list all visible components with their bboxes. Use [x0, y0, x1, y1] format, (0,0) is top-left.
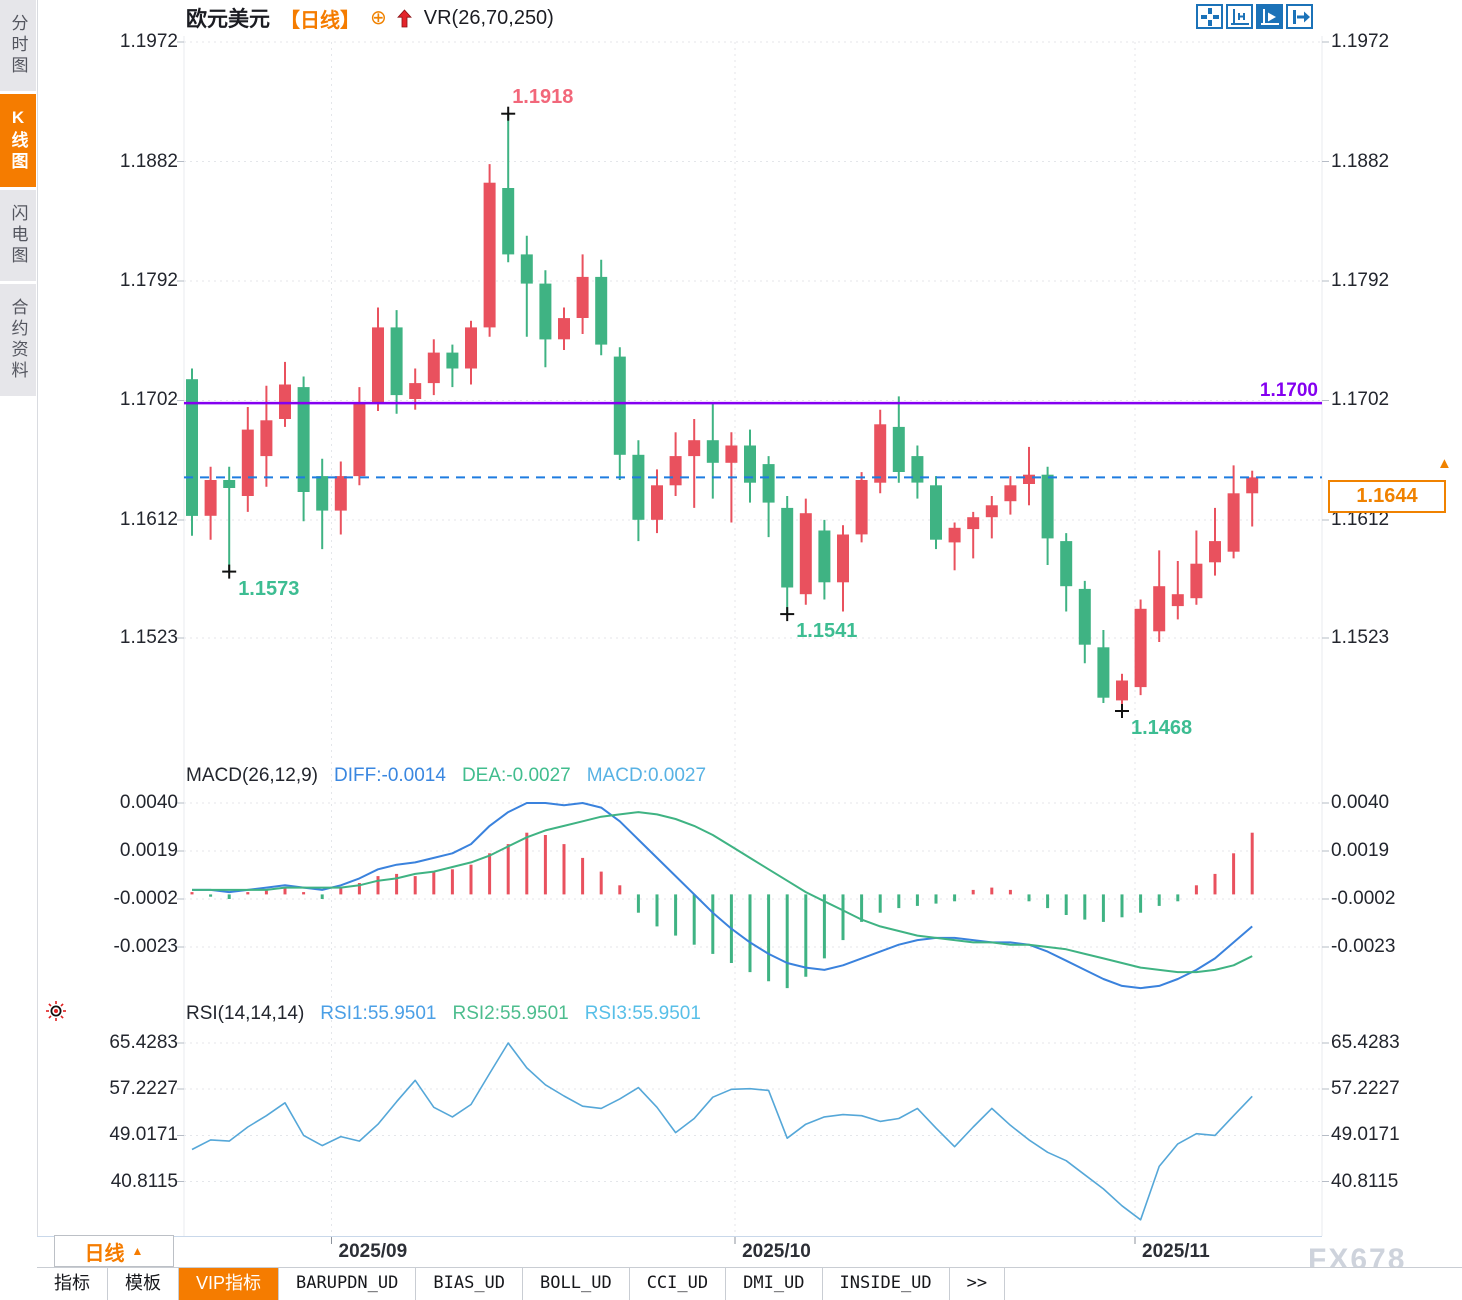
macd-axis-label: 0.0040 [1331, 792, 1390, 813]
price-axis-label: 1.1702 [1331, 389, 1390, 411]
period-selector[interactable]: 日线 ▲ [54, 1235, 174, 1267]
macd-axis-label: -0.0002 [1331, 888, 1396, 909]
red-up-arrow-icon [396, 8, 412, 28]
sidebar-tab-3[interactable]: 闪电图 [0, 190, 36, 281]
macd-hist-value: MACD:0.0027 [586, 765, 707, 786]
macd-axis-label: -0.0023 [113, 936, 178, 957]
price-axis-label: 1.1612 [119, 508, 178, 530]
sidebar-tab-1[interactable]: 分时图 [0, 0, 36, 91]
rsi1-value: RSI1:55.9501 [320, 1003, 437, 1024]
rsi2-value: RSI2:55.9501 [452, 1003, 569, 1024]
x-axis-label: 2025/09 [338, 1241, 408, 1262]
bottom-tab[interactable]: CCI_UD [630, 1268, 727, 1300]
chart-toolbar [1196, 4, 1313, 29]
sidebar: 分时图 K线图 闪电图 合约资料 [0, 0, 38, 1236]
vr-indicator-label: VR(26,70,250) [423, 6, 554, 29]
rsi-axis-label: 49.0171 [109, 1124, 178, 1146]
rsi-axis-label: 40.8115 [110, 1170, 178, 1192]
last-price-tag: 1.1644 [1328, 480, 1446, 513]
macd-dea-line [192, 811, 1253, 974]
indicator-settings-sun-icon[interactable] [45, 1000, 67, 1027]
price-up-arrow-icon: ▲ [1437, 455, 1452, 472]
macd-histogram [190, 832, 1254, 989]
macd-axis-label: -0.0002 [113, 888, 178, 909]
indicator-tab-bar: 指标 模板 VIP指标 BARUPDN_UD BIAS_UD BOLL_UD CCI_UD D… [37, 1267, 1462, 1300]
price-axis-label: 1.1972 [1331, 31, 1390, 52]
sidebar-tab-4[interactable]: 合约资料 [0, 284, 36, 396]
price-axis-label: 1.1882 [119, 150, 178, 172]
axis-play-button[interactable] [1256, 4, 1283, 29]
rsi-axis-label: 57.2227 [1331, 1078, 1400, 1100]
bottom-tab[interactable]: >> [950, 1268, 1006, 1300]
symbol-title: 欧元美元 [186, 8, 270, 31]
rsi-axis-label: 57.2227 [109, 1078, 178, 1100]
rsi3-value: RSI3:55.9501 [584, 1003, 701, 1024]
chart-header: 欧元美元 【日线】 ⊕ VR(26,70,250) [186, 5, 554, 32]
price-axis-label: 1.1792 [1331, 269, 1390, 291]
bottom-tab[interactable]: VIP指标 [179, 1268, 280, 1300]
period-selector-label: 日线 [84, 1242, 125, 1265]
macd-axis-label: 0.0019 [1331, 840, 1390, 861]
price-axis-label: 1.1612 [1331, 508, 1390, 530]
bottom-tab[interactable]: BIAS_UD [416, 1268, 524, 1300]
macd-axis-label: 0.0040 [119, 792, 178, 813]
bottom-tab[interactable]: INSIDE_UD [823, 1268, 950, 1300]
price-axis-label: 1.1702 [119, 389, 178, 411]
macd-axis-label: -0.0023 [1331, 936, 1396, 957]
bottom-tab[interactable]: 指标 [37, 1268, 108, 1300]
triangle-up-icon: ▲ [131, 1244, 144, 1258]
rsi-title: RSI(14,14,14) [186, 1003, 305, 1024]
price-axis-label: 1.1523 [1331, 627, 1390, 648]
rsi-header: RSI(14,14,14) RSI1:55.9501 RSI2:55.9501 … [186, 1003, 701, 1025]
axis-zoom-button[interactable] [1226, 4, 1253, 29]
low-price-annotation: 1.1468 [1131, 717, 1193, 739]
price-axis-label: 1.1792 [119, 269, 178, 291]
rsi-axis-label: 65.4283 [109, 1032, 178, 1053]
price-axis-label: 1.1882 [1331, 150, 1390, 172]
sidebar-tab-2[interactable]: K线图 [0, 94, 36, 187]
price-axis-label: 1.1523 [119, 627, 178, 648]
low-price-annotation: 1.1573 [238, 577, 300, 600]
gridlines [37, 36, 1329, 1244]
rsi-axis-label: 40.8115 [1331, 1170, 1399, 1192]
high-price-annotation: 1.1918 [512, 85, 574, 108]
price-axis-label: 1.1972 [119, 31, 178, 52]
annotation-markers [222, 106, 1129, 718]
rsi-axis-label: 65.4283 [1331, 1032, 1400, 1053]
pan-right-button[interactable] [1286, 4, 1313, 29]
x-axis-label: 2025/10 [742, 1241, 811, 1262]
rsi-axis-label: 49.0171 [1331, 1124, 1400, 1146]
macd-dea-value: DEA:-0.0027 [461, 765, 571, 786]
bottom-tab[interactable]: BARUPDN_UD [279, 1268, 417, 1300]
bottom-tab[interactable]: BOLL_UD [523, 1268, 630, 1300]
bottom-tab[interactable]: 模板 [108, 1268, 179, 1300]
macd-diff-line [192, 802, 1253, 990]
macd-title: MACD(26,12,9) [186, 765, 318, 786]
macd-diff-value: DIFF:-0.0014 [334, 765, 446, 786]
price-lines [184, 401, 1322, 479]
circle-plus-icon[interactable]: ⊕ [370, 7, 387, 29]
candlestick-series [186, 113, 1259, 711]
period-tag: 【日线】 [280, 9, 360, 32]
horizontal-line-price-label: 1.1700 [1259, 380, 1318, 401]
rsi-line [191, 1042, 1253, 1221]
macd-header: MACD(26,12,9) DIFF:-0.0014 DEA:-0.0027 M… [186, 765, 706, 787]
low-price-annotation: 1.1541 [796, 620, 858, 643]
move-crosshair-button[interactable] [1196, 4, 1223, 29]
macd-axis-label: 0.0019 [119, 840, 178, 861]
bottom-tab[interactable]: DMI_UD [726, 1268, 823, 1300]
x-axis-label: 2025/11 [1142, 1241, 1210, 1262]
